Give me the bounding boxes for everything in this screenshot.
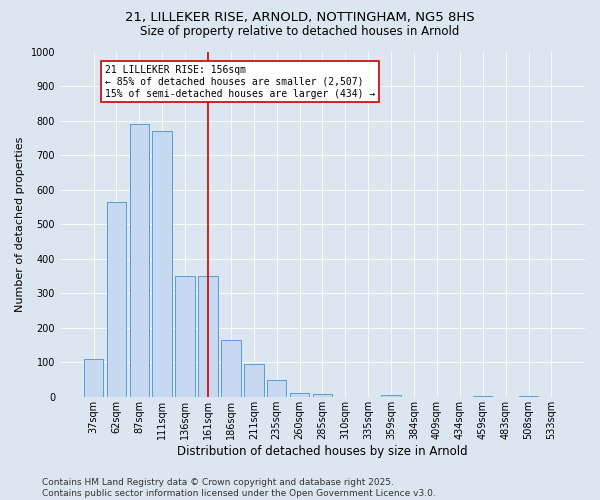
Text: Contains HM Land Registry data © Crown copyright and database right 2025.
Contai: Contains HM Land Registry data © Crown c…	[42, 478, 436, 498]
Bar	[152, 131, 172, 397]
Bar	[84, 359, 103, 397]
Bar	[290, 392, 309, 397]
Bar	[107, 202, 126, 397]
Bar	[382, 395, 401, 397]
Bar	[175, 276, 195, 397]
Bar	[198, 276, 218, 397]
Bar	[221, 340, 241, 397]
Text: 21 LILLEKER RISE: 156sqm
← 85% of detached houses are smaller (2,507)
15% of sem: 21 LILLEKER RISE: 156sqm ← 85% of detach…	[105, 66, 375, 98]
Bar	[130, 124, 149, 397]
Bar	[267, 380, 286, 397]
Y-axis label: Number of detached properties: Number of detached properties	[15, 136, 25, 312]
Bar	[473, 396, 493, 397]
Bar	[313, 394, 332, 397]
Text: Size of property relative to detached houses in Arnold: Size of property relative to detached ho…	[140, 25, 460, 38]
Bar	[519, 396, 538, 397]
X-axis label: Distribution of detached houses by size in Arnold: Distribution of detached houses by size …	[177, 444, 468, 458]
Text: 21, LILLEKER RISE, ARNOLD, NOTTINGHAM, NG5 8HS: 21, LILLEKER RISE, ARNOLD, NOTTINGHAM, N…	[125, 12, 475, 24]
Bar	[244, 364, 263, 397]
